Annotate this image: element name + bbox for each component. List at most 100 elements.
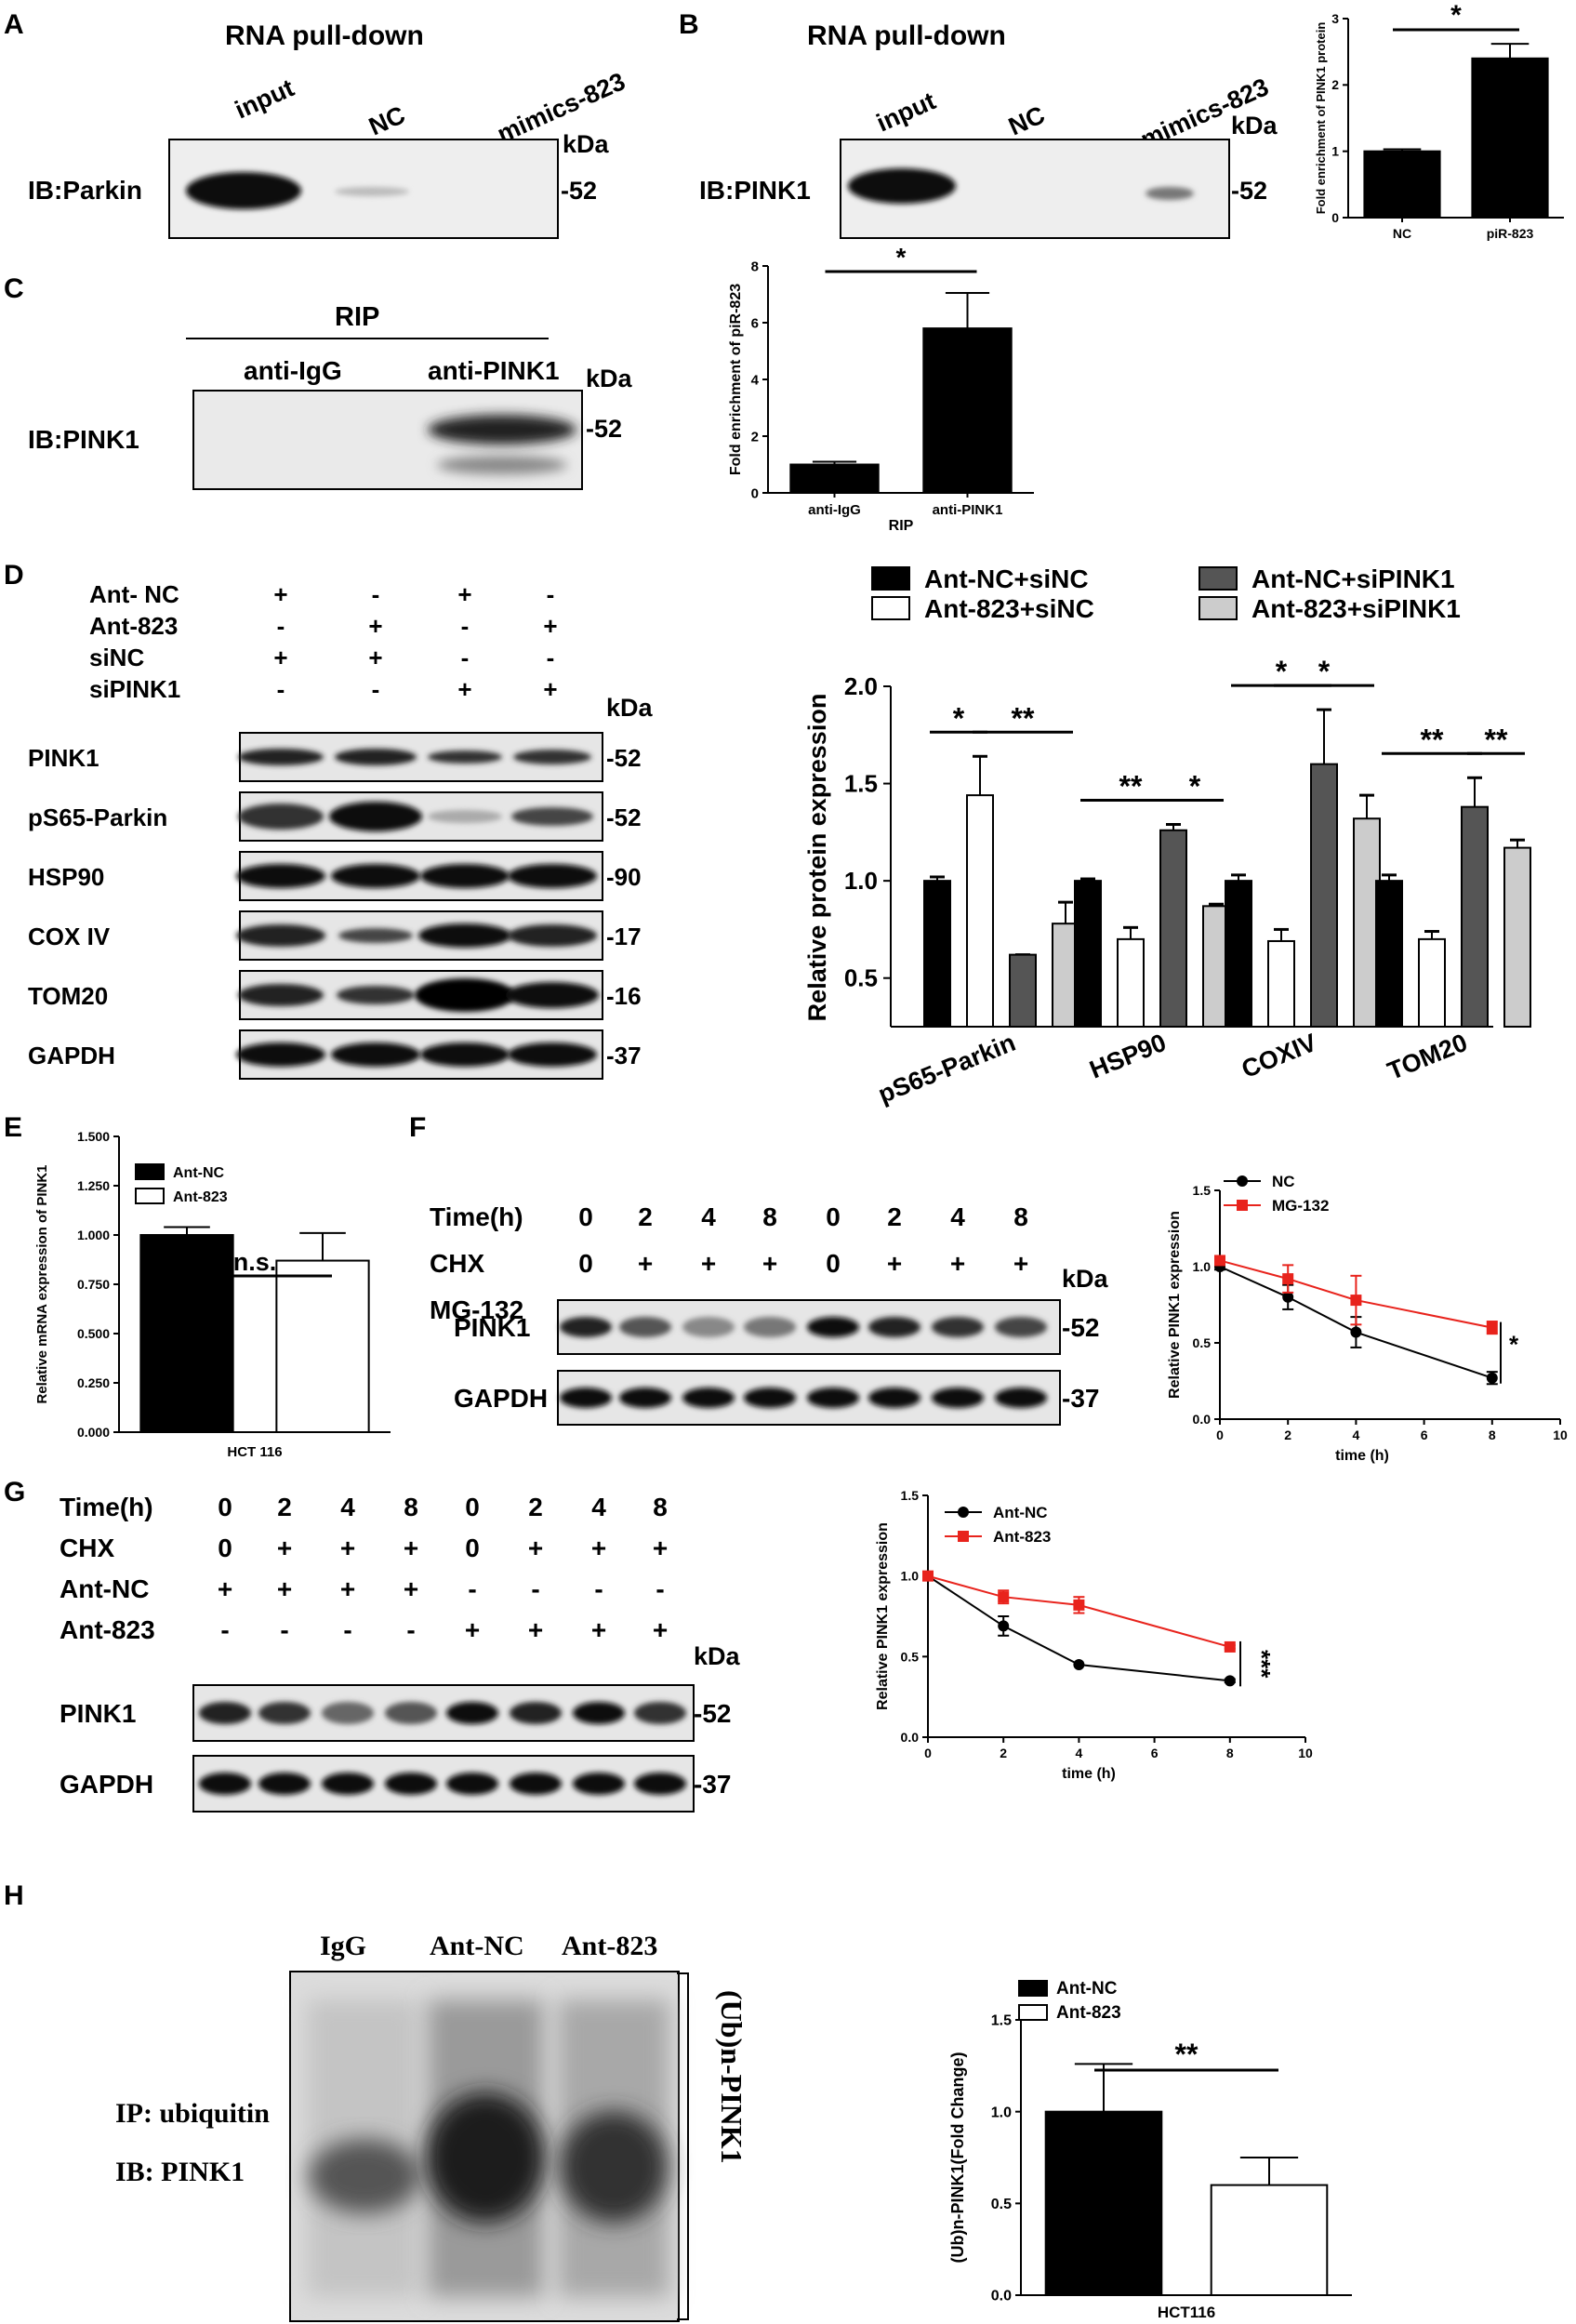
x-tick-label: 0 [1216,1428,1224,1442]
g-conds-mark: + [653,1615,668,1644]
kda-d: kDa [606,694,654,722]
g-conds-mark: 4 [591,1493,606,1521]
legend-label: Ant-823 [173,1189,228,1205]
blot-label: PINK1 [28,744,99,772]
d-conds-mark: - [372,580,380,608]
bar [1310,763,1338,1029]
d-conds-mark: + [543,612,557,640]
g-conds-mark: - [531,1574,539,1603]
bracket-h [677,1972,689,2320]
bar [1418,937,1446,1029]
band-c-pink1-lower [437,456,567,474]
x-tick-label: anti-IgG [808,502,861,518]
blot-marker: -90 [606,863,642,891]
f-conds-mark: 0 [826,1202,841,1231]
band [634,1702,686,1724]
f-conds-row-label: CHX [430,1249,484,1278]
legend-swatch [1199,566,1238,591]
data-point [1350,1326,1362,1338]
band [682,1388,735,1408]
blot-label: GAPDH [28,1042,115,1069]
panel-e: E [4,1112,22,1143]
x-tick-label: COXIV [1238,1029,1320,1083]
significance-label: * [1189,769,1201,803]
g-conds-mark: 8 [404,1493,418,1521]
y-tick-label: 1.5 [844,770,878,798]
band [511,807,593,826]
f-conds-mark: 0 [578,1202,593,1231]
d-conds-row-label: Ant-823 [89,612,178,640]
d-conds-mark: + [543,675,557,703]
ib-label-c: IB:PINK1 [28,425,139,454]
g-conds-mark: 4 [340,1493,355,1521]
legend-label: Ant-NC [1056,1979,1118,1999]
legend-label: Ant-823+siNC [924,594,1094,623]
band [513,750,591,764]
panel-label-a: A [4,9,24,40]
significance-label: * [1509,1331,1519,1359]
band [238,749,324,765]
band [995,1388,1047,1408]
g-conds-mark: 2 [277,1493,292,1521]
panel-c-title: RIP [335,302,379,332]
g-conds-mark: + [218,1574,232,1603]
data-point [1282,1273,1294,1285]
band [868,1388,920,1408]
band [331,1042,420,1067]
data-point [1073,1599,1085,1611]
data-point [1073,1659,1085,1670]
band [868,1317,920,1337]
blot-label: GAPDH [60,1770,153,1799]
significance-label: ** [1119,769,1143,803]
y-tick-label: 0.5 [901,1649,920,1664]
band-a-input [186,172,301,209]
lane-h-igg: IgG [320,1931,366,1961]
panel-label-f: F [409,1112,426,1143]
d-conditions: Ant- NC + - + - Ant-823 - + - + siNC + + - - siPINK1 - - +… [89,580,558,703]
series-line [1219,1266,1493,1379]
legend-label: Ant-NC+siNC [924,564,1089,593]
blot-label: COX IV [28,923,111,950]
band [385,1702,437,1724]
f-conds-mark: + [1013,1249,1028,1278]
d-conds-mark: + [368,644,382,671]
band [744,1388,796,1408]
f-conds-row-label: MG-132 [430,1295,523,1324]
g-conds-mark: + [340,1534,355,1562]
legend-label: Ant-NC [993,1504,1048,1521]
marker-c: -52 [586,415,622,443]
significance-label: * [896,243,907,272]
g-conds-row-label: Ant-823 [60,1615,155,1644]
d-conds-mark: - [461,612,470,640]
band [508,924,597,947]
bar [1267,939,1295,1029]
blot-label: pS65-Parkin [28,803,167,831]
x-tick-label: anti-PINK1 [933,502,1003,518]
g-conds-mark: + [277,1574,292,1603]
panel-label-h: H [4,1880,24,1911]
bar [139,1234,234,1433]
data-point [1224,1640,1236,1653]
g-conds-mark: - [594,1574,603,1603]
band [634,1773,686,1795]
x-axis-label: time (h) [1062,1766,1116,1782]
bar [1461,805,1489,1028]
y-tick-label: 6 [751,315,759,331]
g-conds-mark: - [280,1615,288,1644]
band [418,923,511,948]
band [258,1702,311,1724]
x-axis-label: RIP [889,518,914,534]
band [385,1773,437,1795]
x-tick-label: 4 [1076,1746,1083,1760]
d-conds-mark: - [277,675,285,703]
band [238,984,324,1006]
y-tick-label: 1.5 [901,1488,920,1503]
panel-label-b: B [679,9,699,40]
y-tick-label: 8 [751,259,759,274]
bar [1375,880,1403,1029]
panel-b: B RNA pull-down input NC mimics-823 IB:P… [679,9,1278,239]
f-conds-mark: 4 [701,1202,716,1231]
y-tick-label: 0.000 [77,1425,110,1440]
band [420,1042,510,1067]
smear-h-ant823 [560,2111,668,2223]
